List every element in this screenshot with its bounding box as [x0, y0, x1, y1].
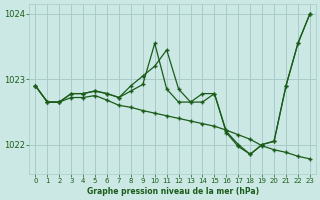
X-axis label: Graphe pression niveau de la mer (hPa): Graphe pression niveau de la mer (hPa) — [87, 187, 259, 196]
